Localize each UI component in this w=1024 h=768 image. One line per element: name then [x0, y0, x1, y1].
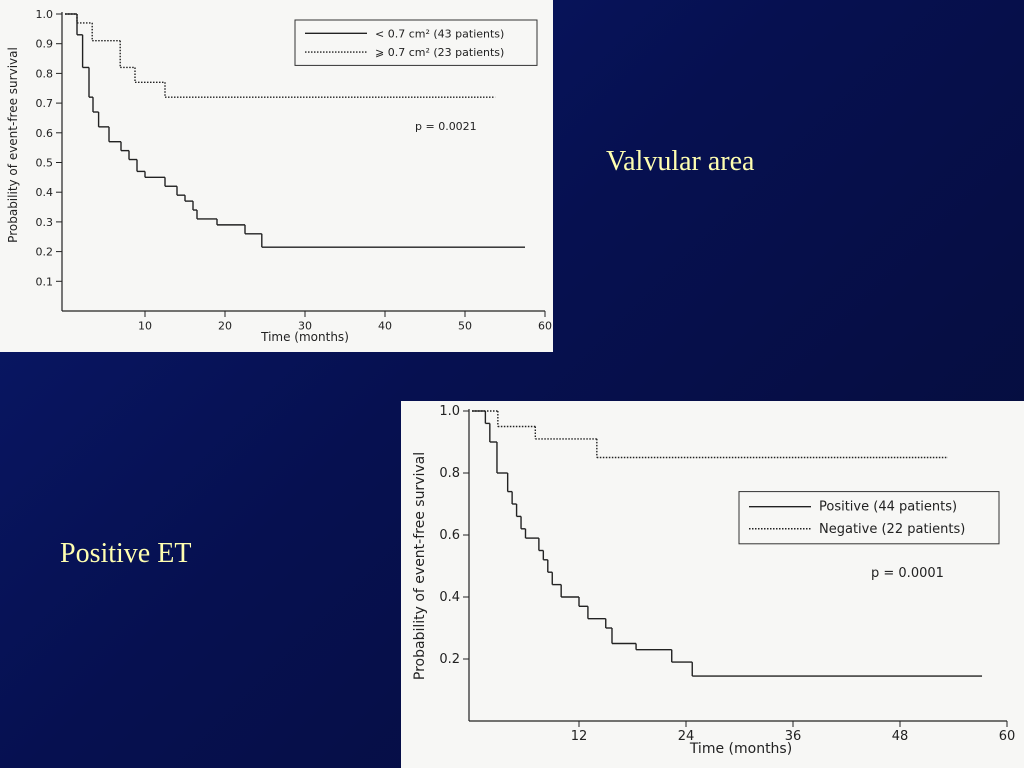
y-tick-label: 0.6 [439, 528, 460, 543]
legend-box [294, 19, 538, 66]
y-tick-label: 0.3 [36, 216, 54, 229]
legend-label: ⩾ 0.7 cm² (23 patients) [375, 46, 504, 59]
annotation: p = 0.0001 [871, 566, 944, 581]
x-tick-label: 10 [138, 319, 152, 332]
legend-label: < 0.7 cm² (43 patients) [375, 27, 504, 40]
x-tick-label: 12 [571, 729, 588, 744]
x-tick-label: 50 [458, 319, 472, 332]
x-tick-label: 48 [892, 729, 909, 744]
annotation: p = 0.0021 [415, 120, 477, 133]
x-tick-label: 60 [538, 319, 552, 332]
y-tick-label: 0.8 [36, 67, 54, 80]
chart: 0.2 0.4 0.6 0.8 1.0 12 24 36 48 60 Time (months) Pr… [401, 401, 1024, 768]
legend-label: Positive (44 patients) [819, 500, 957, 515]
slide-label: Positive ET [60, 538, 191, 569]
y-axis-label: Probability of event-free survival [6, 47, 20, 243]
chart-panel [401, 401, 1024, 768]
chart: 0.1 0.2 0.3 0.4 0.5 0.6 0.7 0.8 0.9 1.0 10 20 30 40 50… [0, 0, 553, 352]
y-tick-label: 0.4 [36, 186, 54, 199]
x-tick-label: 40 [378, 319, 392, 332]
y-tick-label: 0.7 [36, 97, 54, 110]
legend-label: Negative (22 patients) [819, 522, 965, 537]
y-tick-label: 0.4 [439, 590, 460, 605]
x-axis-label: Time (months) [689, 741, 792, 757]
x-tick-label: 60 [999, 729, 1016, 744]
y-tick-label: 0.1 [36, 275, 54, 288]
y-tick-label: 0.5 [36, 157, 54, 170]
x-tick-label: 30 [298, 319, 312, 332]
y-tick-label: 0.2 [36, 246, 54, 259]
y-tick-label: 1.0 [439, 404, 460, 419]
x-tick-label: 36 [785, 729, 802, 744]
y-tick-label: 0.6 [36, 127, 54, 140]
chart-panel [0, 0, 553, 352]
y-tick-label: 0.8 [439, 466, 460, 481]
x-tick-label: 24 [678, 729, 695, 744]
y-tick-label: 0.9 [36, 38, 54, 51]
y-tick-label: 0.2 [439, 652, 460, 667]
x-tick-label: 20 [218, 319, 232, 332]
legend-box [738, 491, 1000, 545]
slide-label: Valvular area [606, 146, 755, 177]
x-axis-label: Time (months) [260, 330, 349, 344]
y-axis-label: Probability of event-free survival [412, 452, 428, 680]
y-tick-label: 1.0 [36, 8, 54, 21]
